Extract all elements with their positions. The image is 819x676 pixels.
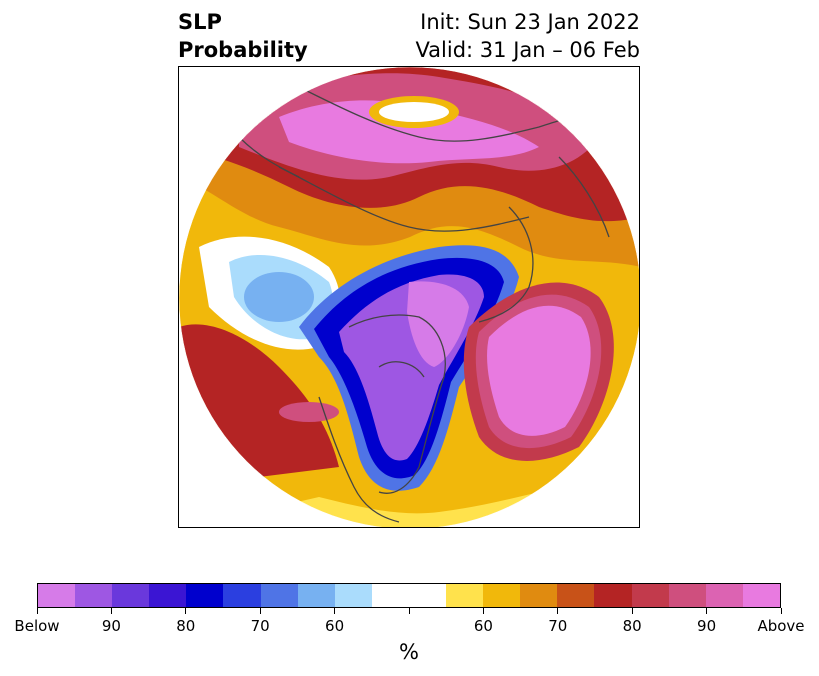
- colorbar-tick-label: 70: [548, 617, 568, 635]
- colorbar-cell: [483, 584, 521, 607]
- colorbar-tick: [110, 608, 112, 614]
- colorbar-tick: [557, 608, 559, 614]
- colorbar-tick-label: Above: [757, 617, 805, 635]
- region-above-strong-north: [279, 100, 539, 164]
- colorbar-cell: [520, 584, 558, 607]
- colorbar-tick: [185, 608, 187, 614]
- colorbar-tick-label: Below: [14, 617, 60, 635]
- colorbar-tick: [706, 608, 708, 614]
- colorbar: [37, 583, 781, 608]
- colorbar-tick: [408, 608, 410, 614]
- arctic-patch-white: [379, 102, 449, 122]
- colorbar-tick-label: 80: [176, 617, 196, 635]
- colorbar-tick-label: 70: [250, 617, 270, 635]
- colorbar-tick: [36, 608, 38, 614]
- colorbar-cell: [223, 584, 261, 607]
- colorbar-cell: [260, 584, 298, 607]
- product-label: Probability: [178, 38, 308, 62]
- colorbar-cell: [38, 584, 76, 607]
- colorbar-tick: [482, 608, 484, 614]
- colorbar-tick-label: 60: [325, 617, 345, 635]
- colorbar-cell: [446, 584, 484, 607]
- colorbar-tick-label: 90: [697, 617, 717, 635]
- colorbar-cell: [408, 584, 447, 607]
- init-date: Init: Sun 23 Jan 2022: [420, 10, 640, 34]
- colorbar-tick: [334, 608, 336, 614]
- colorbar-tick: [631, 608, 633, 614]
- colorbar-tick-label: 90: [101, 617, 121, 635]
- colorbar-cell: [631, 584, 669, 607]
- colorbar-cell: [557, 584, 595, 607]
- polar-map: [178, 66, 640, 528]
- colorbar-cell: [742, 584, 780, 607]
- colorbar-cell: [75, 584, 113, 607]
- colorbar-tick: [259, 608, 261, 614]
- colorbar-cell: [186, 584, 224, 607]
- colorbar-cell: [705, 584, 743, 607]
- chart-title-left: SLP Probability: [178, 8, 308, 64]
- valid-period: Valid: 31 Jan – 06 Feb: [415, 38, 640, 62]
- colorbar-tick-label: 60: [473, 617, 493, 635]
- colorbar-tick: [780, 608, 782, 614]
- colorbar-cell: [112, 584, 150, 607]
- colorbar-cell: [297, 584, 335, 607]
- colorbar-cell: [334, 584, 372, 607]
- region-above-90-pacific: [279, 402, 339, 422]
- colorbar-tick-label: 80: [622, 617, 642, 635]
- chart-title-right: Init: Sun 23 Jan 2022 Valid: 31 Jan – 06…: [415, 8, 640, 64]
- colorbar-cell: [594, 584, 632, 607]
- colorbar-cell: [149, 584, 187, 607]
- region-below-70-pacific: [244, 272, 314, 322]
- colorbar-cell: [668, 584, 706, 607]
- variable-label: SLP: [178, 10, 222, 34]
- colorbar-cell: [371, 584, 409, 607]
- region-above-strong-atlantic: [487, 305, 591, 436]
- colorbar-unit-label: %: [399, 640, 419, 664]
- region-below-strong-central: [407, 281, 469, 367]
- probability-map: [179, 67, 639, 527]
